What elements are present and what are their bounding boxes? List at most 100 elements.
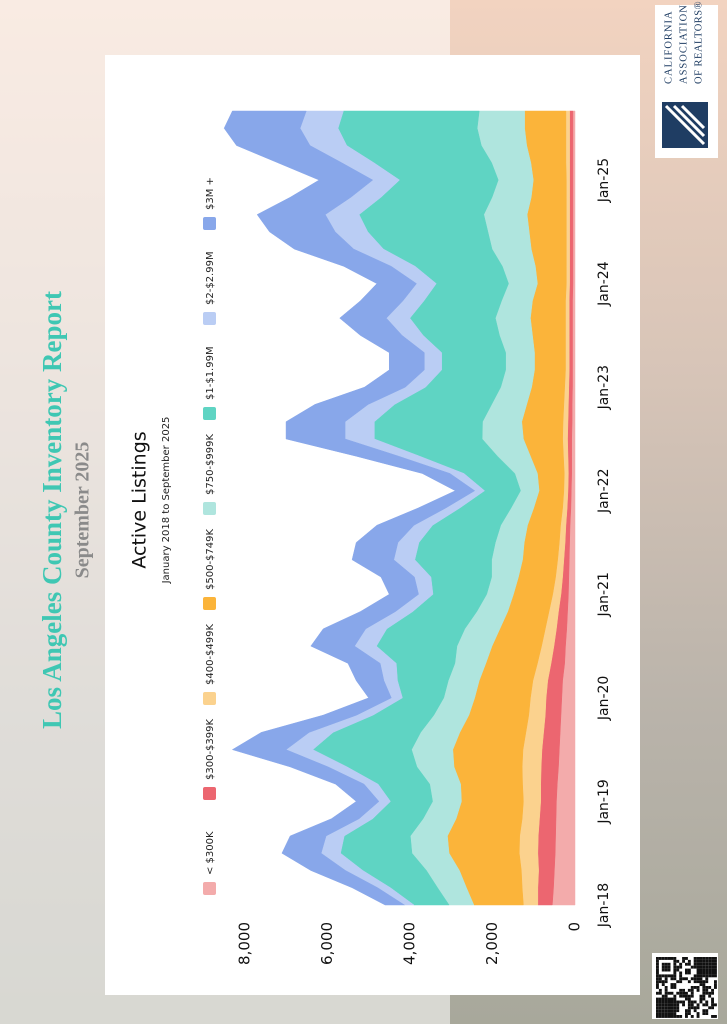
qr-cell — [711, 1003, 714, 1007]
qr-cell — [699, 997, 703, 1001]
qr-cell — [693, 1009, 697, 1013]
qr-cell — [714, 959, 717, 963]
qr-cell — [656, 991, 659, 995]
qr-cell — [696, 1003, 700, 1007]
legend-label: $2-$2.99M — [205, 251, 216, 305]
qr-cell — [714, 962, 717, 966]
qr-cell — [696, 980, 700, 984]
qr-cell — [682, 1000, 685, 1004]
qr-cell — [693, 957, 697, 960]
qr-cell — [687, 1006, 691, 1010]
qr-cell — [693, 965, 697, 969]
qr-cell — [658, 977, 662, 981]
qr-cell — [679, 991, 683, 995]
qr-cell — [708, 971, 712, 975]
qr-cell — [696, 957, 700, 960]
qr-cell — [664, 1000, 668, 1004]
qr-cell — [696, 977, 700, 981]
qr-cell — [711, 991, 714, 995]
qr-cell — [664, 1012, 668, 1015]
qr-cell — [670, 986, 674, 989]
rotated-layer: Los Angeles County Inventory Report Sept… — [37, 1, 708, 965]
qr-cell — [664, 965, 668, 969]
qr-cell — [690, 1015, 694, 1018]
qr-cell — [676, 1015, 680, 1018]
qr-cell — [690, 1006, 694, 1010]
qr-cell — [679, 977, 683, 981]
qr-cell — [658, 988, 662, 992]
qr-cell — [656, 997, 659, 1001]
qr-cell — [693, 959, 697, 963]
qr-cell — [656, 977, 659, 981]
qr-cell — [699, 983, 703, 986]
qr-cell — [676, 1000, 680, 1004]
qr-cell — [667, 1000, 671, 1004]
qr-cell — [661, 968, 665, 972]
qr-cell — [690, 1000, 694, 1004]
qr-cell — [673, 994, 677, 998]
qr-cell — [699, 965, 703, 969]
qr-cell — [664, 986, 668, 989]
qr-cell — [658, 1006, 662, 1010]
y-tick-label: 4,000 — [400, 922, 418, 965]
qr-cell — [679, 988, 683, 992]
qr-cell — [661, 994, 665, 998]
qr-cell — [714, 1015, 717, 1018]
qr-cell — [664, 1006, 668, 1010]
qr-cell — [685, 997, 688, 1001]
qr-cell — [690, 988, 694, 992]
qr-cell — [693, 1000, 697, 1004]
qr-cell — [687, 988, 691, 992]
x-tick-label: Jan-23 — [596, 365, 612, 410]
logo-stripes — [664, 104, 706, 146]
qr-cell — [673, 957, 677, 960]
qr-cell — [705, 977, 709, 981]
qr-cell — [673, 997, 677, 1001]
x-tick-label: Jan-18 — [596, 883, 612, 928]
qr-cell — [705, 968, 709, 972]
qr-cell — [696, 962, 700, 966]
qr-cell — [708, 957, 712, 960]
qr-cell — [676, 1009, 680, 1013]
qr-cell — [685, 994, 688, 998]
qr-cell — [685, 1012, 688, 1015]
qr-cell — [658, 957, 662, 960]
qr-cell — [699, 957, 703, 960]
qr-cell — [711, 988, 714, 992]
qr-cell — [676, 980, 680, 984]
qr-cell — [702, 974, 706, 978]
qr-cell — [661, 1006, 665, 1010]
qr-cell — [687, 962, 691, 966]
qr-cell — [667, 1003, 671, 1007]
legend-swatch — [203, 787, 216, 800]
qr-cell — [711, 962, 714, 966]
legend-swatch — [203, 692, 216, 705]
qr-cell — [690, 991, 694, 995]
qr-cell — [714, 957, 717, 960]
qr-cell — [658, 1012, 662, 1015]
qr-cell — [658, 980, 662, 984]
qr-cell — [658, 1003, 662, 1007]
qr-cell — [658, 991, 662, 995]
qr-cell — [676, 968, 680, 972]
qr-cell — [696, 971, 700, 975]
qr-cell — [690, 994, 694, 998]
qr-cell — [664, 968, 668, 972]
qr-cell — [693, 1006, 697, 1010]
qr-cell — [656, 1012, 659, 1015]
qr-cell — [661, 997, 665, 1001]
qr-cell — [673, 971, 677, 975]
qr-cell — [656, 965, 659, 969]
qr-cell — [714, 968, 717, 972]
qr-cell — [682, 957, 685, 960]
qr-cell — [661, 974, 665, 978]
qr-cell — [687, 1003, 691, 1007]
qr-cell — [705, 971, 709, 975]
qr-cell — [711, 1000, 714, 1004]
qr-cell — [705, 957, 709, 960]
qr-cell — [656, 962, 659, 966]
qr-cell — [670, 1000, 674, 1004]
legend-swatch — [203, 882, 216, 895]
qr-cell — [661, 983, 665, 986]
qr-cell — [656, 1000, 659, 1004]
